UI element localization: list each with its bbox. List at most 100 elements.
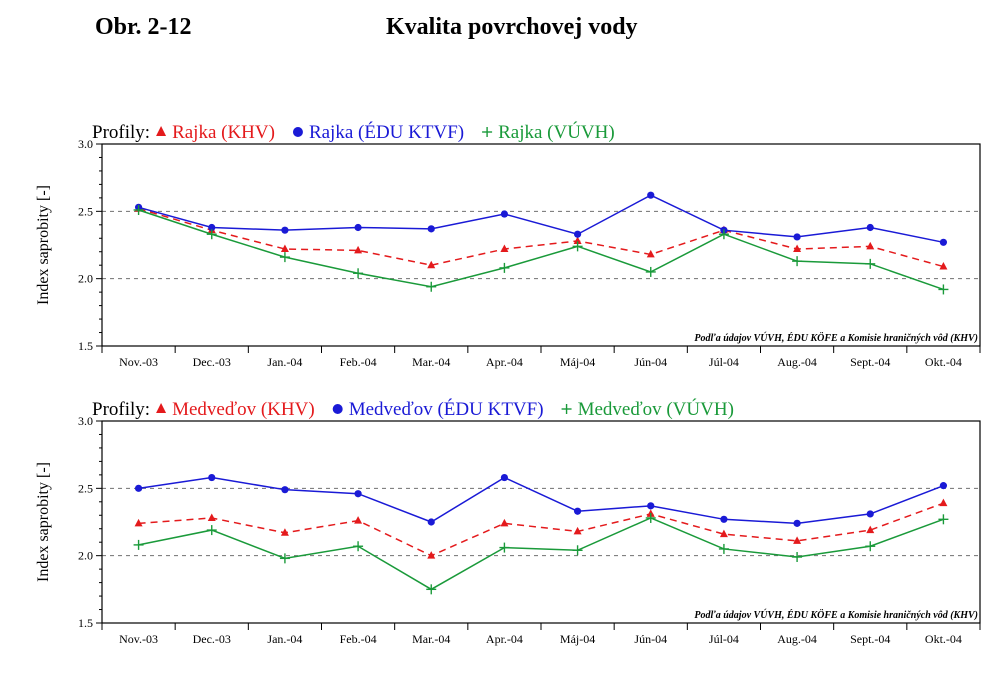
y-tick-label: 2.0 bbox=[78, 549, 93, 563]
figure-title: Kvalita povrchovej vody bbox=[386, 14, 638, 40]
data-point-circle bbox=[647, 502, 655, 510]
data-point-plus bbox=[718, 543, 729, 554]
y-tick-label: 1.5 bbox=[78, 339, 93, 353]
source-note: Podľa údajov VÚVH, ÉDU KÖFE a Komisie hr… bbox=[694, 608, 978, 621]
series-line-1 bbox=[138, 207, 944, 268]
data-point-triangle bbox=[427, 260, 436, 269]
data-point-triangle bbox=[793, 244, 802, 253]
data-point-triangle bbox=[719, 529, 728, 538]
legend-marker-circle bbox=[292, 127, 303, 137]
x-tick-label: Okt.-04 bbox=[925, 632, 962, 646]
data-point-circle bbox=[427, 518, 435, 526]
x-tick-label: Máj-04 bbox=[560, 632, 595, 646]
data-point-triangle bbox=[500, 518, 509, 527]
data-point-plus bbox=[865, 541, 876, 552]
data-point-plus bbox=[938, 514, 949, 525]
data-point-triangle bbox=[793, 536, 802, 544]
data-point-plus bbox=[279, 252, 290, 263]
data-point-plus bbox=[645, 512, 656, 523]
data-point-plus bbox=[865, 258, 876, 269]
data-point-circle bbox=[573, 507, 582, 515]
data-point-plus bbox=[426, 281, 437, 292]
x-tick-label: Feb.-04 bbox=[340, 632, 377, 646]
data-point-circle bbox=[573, 230, 582, 238]
data-point-plus bbox=[645, 266, 656, 277]
data-point-plus bbox=[353, 541, 364, 552]
data-point-circle bbox=[134, 484, 143, 492]
data-point-circle bbox=[427, 225, 435, 233]
legend-marker-plus bbox=[482, 127, 493, 137]
data-point-plus bbox=[206, 229, 217, 240]
legend-title: Profily: bbox=[92, 122, 150, 143]
x-tick-label: Okt.-04 bbox=[925, 355, 962, 369]
data-point-triangle bbox=[280, 528, 289, 536]
x-tick-label: Sept.-04 bbox=[850, 355, 890, 369]
data-point-plus bbox=[938, 284, 949, 295]
x-tick-label: Aug.-04 bbox=[777, 632, 817, 646]
x-tick-label: Dec.-03 bbox=[193, 632, 231, 646]
data-point-triangle bbox=[500, 244, 509, 253]
data-point-circle bbox=[208, 223, 216, 232]
data-point-triangle bbox=[427, 551, 436, 559]
x-tick-label: Jún-04 bbox=[634, 355, 667, 369]
legend: Profily: Rajka (KHV) Rajka (ÉDU KTVF) Rajka… bbox=[92, 121, 615, 143]
series-line-1 bbox=[138, 502, 944, 557]
data-point-plus bbox=[572, 241, 583, 252]
x-tick-label: Mar.-04 bbox=[412, 355, 450, 369]
series-line-3 bbox=[138, 517, 944, 591]
data-point-plus bbox=[499, 262, 510, 273]
legend-label-3: Medveďov (VÚVH) bbox=[578, 398, 734, 420]
y-axis-label: Index saprobity [-] bbox=[35, 462, 52, 582]
data-point-plus bbox=[133, 204, 144, 215]
data-point-triangle bbox=[866, 241, 875, 250]
x-tick-label: Dec.-03 bbox=[193, 355, 231, 369]
data-point-circle bbox=[866, 510, 874, 518]
data-point-plus bbox=[206, 525, 217, 536]
data-point-plus bbox=[499, 542, 510, 553]
data-point-circle bbox=[281, 226, 289, 234]
data-point-circle bbox=[647, 191, 655, 199]
x-tick-label: Júl-04 bbox=[709, 632, 739, 646]
data-point-triangle bbox=[207, 513, 216, 521]
data-point-triangle bbox=[866, 525, 875, 534]
data-point-circle bbox=[939, 482, 948, 490]
x-tick-label: Jan.-04 bbox=[267, 355, 302, 369]
data-point-plus bbox=[426, 584, 437, 595]
legend-title: Profily: bbox=[92, 399, 150, 420]
y-tick-label: 3.0 bbox=[78, 414, 93, 428]
legend-label-2: Medveďov (ÉDU KTVF) bbox=[349, 398, 544, 420]
data-point-triangle bbox=[354, 516, 363, 524]
data-point-plus bbox=[353, 268, 364, 279]
x-tick-label: Júl-04 bbox=[709, 355, 739, 369]
chart-panel-1: 1.5 2.0 2.5 3.0 Index saprobity [-] Nov.-03 De… bbox=[35, 121, 981, 369]
data-point-triangle bbox=[280, 244, 289, 253]
legend: Profily: Medveďov (KHV) Medveďov (ÉDU KTVF… bbox=[92, 398, 734, 420]
data-point-plus bbox=[279, 553, 290, 564]
y-tick-label: 1.5 bbox=[78, 616, 93, 630]
data-point-circle bbox=[500, 473, 509, 482]
x-tick-label: Apr.-04 bbox=[486, 632, 523, 646]
data-point-triangle bbox=[134, 518, 143, 527]
legend-marker-plus bbox=[561, 404, 572, 414]
data-point-triangle bbox=[573, 236, 582, 244]
x-tick-label: Nov.-03 bbox=[119, 632, 158, 646]
data-point-circle bbox=[866, 223, 874, 232]
series-line-2 bbox=[138, 476, 944, 525]
y-tick-label: 3.0 bbox=[78, 137, 93, 151]
data-point-triangle bbox=[354, 245, 363, 254]
data-point-circle bbox=[354, 223, 362, 232]
data-point-circle bbox=[793, 519, 801, 527]
legend-label-1: Medveďov (KHV) bbox=[172, 399, 315, 420]
data-point-triangle bbox=[573, 526, 582, 535]
data-point-plus bbox=[718, 229, 729, 240]
legend-label-2: Rajka (ÉDU KTVF) bbox=[309, 121, 464, 143]
x-tick-label: Nov.-03 bbox=[119, 355, 158, 369]
y-tick-label: 2.5 bbox=[78, 481, 93, 495]
data-point-circle bbox=[939, 238, 948, 246]
x-tick-label: Mar.-04 bbox=[412, 632, 450, 646]
y-axis-label: Index saprobity [-] bbox=[35, 185, 52, 305]
data-point-circle bbox=[720, 515, 728, 523]
x-tick-label: Sept.-04 bbox=[850, 632, 890, 646]
data-point-triangle bbox=[939, 498, 948, 507]
legend-label-1: Rajka (KHV) bbox=[172, 122, 275, 143]
